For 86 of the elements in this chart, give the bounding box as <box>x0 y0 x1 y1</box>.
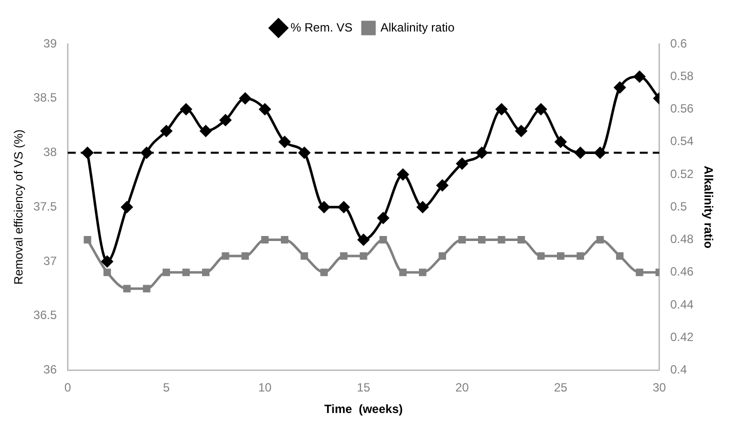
point <box>318 201 330 213</box>
point <box>554 136 566 148</box>
point <box>416 201 428 213</box>
y-tick-label: 39 <box>43 36 58 50</box>
x-tick-label: 15 <box>356 380 370 395</box>
legend-label: % Rem. VS <box>290 20 352 34</box>
point <box>162 268 170 276</box>
point <box>418 268 426 276</box>
y2-tick-label: 0.46 <box>670 264 694 279</box>
point <box>634 70 646 82</box>
y-tick-label: 37.5 <box>33 199 58 214</box>
point <box>438 252 446 260</box>
point <box>259 103 271 115</box>
point <box>379 236 387 244</box>
point <box>397 168 409 180</box>
y2-tick-label: 0.54 <box>670 134 694 148</box>
y2-tick-label: 0.52 <box>670 166 694 181</box>
x-tick-label: 25 <box>554 380 568 395</box>
point <box>220 114 232 126</box>
point <box>576 252 584 260</box>
point <box>222 252 230 260</box>
y2-tick-label: 0.4 <box>670 362 688 377</box>
point <box>180 103 192 115</box>
point <box>280 236 288 244</box>
point <box>377 212 389 224</box>
point <box>436 180 448 192</box>
y-tick-label: 37 <box>43 254 58 268</box>
point <box>537 252 545 260</box>
point <box>103 268 111 276</box>
point <box>142 284 150 292</box>
point <box>496 103 508 115</box>
y2-tick-label: 0.5 <box>670 199 688 214</box>
point <box>300 252 308 260</box>
point <box>614 82 626 94</box>
y2-tick-label: 0.56 <box>670 102 694 116</box>
y-tick-label: 38 <box>43 145 58 160</box>
point <box>101 256 113 268</box>
point <box>518 236 525 244</box>
point <box>123 284 131 292</box>
x-tick-label: 20 <box>455 380 470 395</box>
legend-label: Alkalinity ratio <box>380 20 455 34</box>
point <box>338 201 350 213</box>
x-tick-label: 30 <box>652 380 666 395</box>
point <box>140 146 152 158</box>
point <box>456 158 468 170</box>
point <box>82 146 94 158</box>
y-tick-label: 36 <box>43 362 58 377</box>
point <box>202 268 210 276</box>
point <box>515 125 527 137</box>
x-axis-title: Time (weeks) <box>324 402 403 416</box>
point <box>594 146 606 158</box>
point <box>458 236 466 244</box>
y2-tick-label: 0.6 <box>670 36 688 50</box>
y2-tick-label: 0.58 <box>670 68 694 83</box>
point <box>498 236 506 244</box>
y-axis-title: Removal efficiency of VS (%) <box>12 130 26 285</box>
point <box>182 268 190 276</box>
point <box>239 92 251 104</box>
point <box>535 103 547 115</box>
point <box>320 268 328 276</box>
x-tick-label: 5 <box>162 380 170 395</box>
point <box>241 252 249 260</box>
point <box>478 236 486 244</box>
point <box>360 252 368 260</box>
point <box>84 236 92 244</box>
point <box>200 125 212 137</box>
point <box>121 201 133 213</box>
x-tick-label: 0 <box>64 380 72 395</box>
point <box>476 146 488 158</box>
point <box>616 252 624 260</box>
point <box>596 236 604 244</box>
point <box>261 236 269 244</box>
y2-tick-label: 0.44 <box>670 297 694 312</box>
point <box>636 268 644 276</box>
point <box>358 234 370 246</box>
y2-tick-label: 0.48 <box>670 232 694 246</box>
y2-tick-label: 0.42 <box>670 330 694 344</box>
y2-axis-title: Alkalinity ratio <box>701 166 716 248</box>
point <box>278 136 290 148</box>
x-tick-label: 10 <box>258 380 272 395</box>
y-tick-label: 36.5 <box>33 308 58 322</box>
point <box>160 125 172 137</box>
point <box>556 252 564 260</box>
point <box>340 252 348 260</box>
point <box>399 268 407 276</box>
y-tick-label: 38.5 <box>33 90 58 105</box>
